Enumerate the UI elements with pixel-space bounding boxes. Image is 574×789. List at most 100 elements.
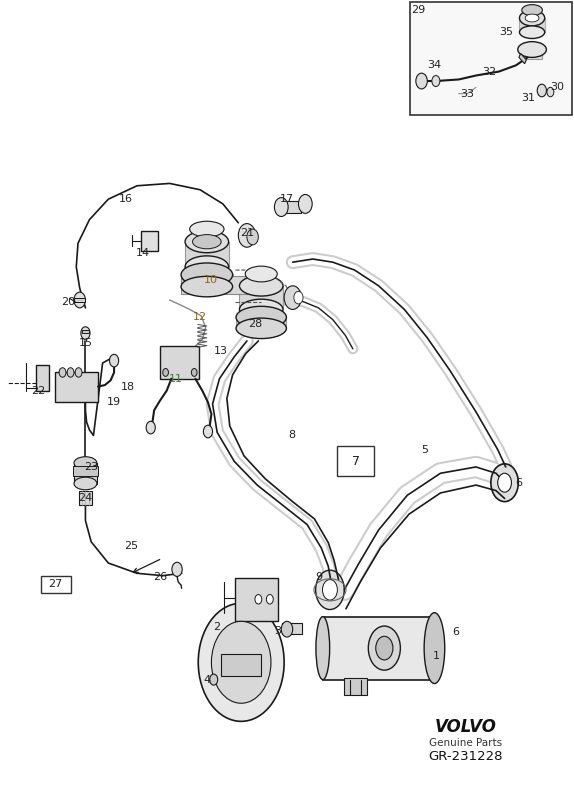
Text: 15: 15: [79, 338, 92, 348]
Bar: [519, 18, 545, 32]
Circle shape: [266, 595, 273, 604]
Ellipse shape: [519, 26, 545, 39]
Text: 21: 21: [240, 228, 254, 238]
Circle shape: [432, 76, 440, 87]
Ellipse shape: [239, 275, 283, 296]
Ellipse shape: [424, 613, 445, 683]
Polygon shape: [74, 298, 86, 302]
Bar: [41, 576, 71, 593]
Text: 4: 4: [203, 675, 211, 685]
Bar: [181, 276, 250, 294]
Text: 17: 17: [280, 194, 294, 204]
Text: 11: 11: [168, 374, 183, 383]
Text: 29: 29: [412, 6, 426, 15]
Text: 34: 34: [428, 60, 442, 70]
Circle shape: [316, 570, 344, 610]
Ellipse shape: [316, 617, 329, 679]
Text: 2: 2: [214, 622, 221, 632]
Bar: [282, 200, 301, 213]
Text: 25: 25: [124, 540, 138, 551]
Polygon shape: [82, 330, 90, 333]
Circle shape: [255, 595, 262, 604]
Polygon shape: [519, 54, 526, 64]
Circle shape: [294, 291, 303, 304]
Text: 20: 20: [61, 297, 75, 307]
Circle shape: [376, 636, 393, 660]
Circle shape: [281, 621, 293, 637]
Text: 9: 9: [315, 572, 322, 582]
Ellipse shape: [74, 457, 97, 469]
Bar: [141, 231, 158, 251]
Circle shape: [210, 674, 218, 685]
Bar: [235, 578, 278, 621]
Bar: [55, 372, 98, 402]
Circle shape: [203, 425, 212, 438]
Bar: [160, 346, 199, 379]
Bar: [36, 365, 49, 391]
Circle shape: [247, 229, 258, 245]
Bar: [221, 654, 261, 676]
Circle shape: [537, 84, 546, 97]
Circle shape: [81, 327, 90, 339]
Text: 7: 7: [352, 455, 360, 468]
Text: 22: 22: [31, 386, 45, 395]
Circle shape: [163, 368, 169, 376]
Circle shape: [416, 73, 427, 89]
Ellipse shape: [181, 263, 232, 286]
Circle shape: [67, 368, 74, 377]
Circle shape: [146, 421, 156, 434]
Text: 33: 33: [460, 88, 474, 99]
Ellipse shape: [245, 266, 277, 282]
Text: 27: 27: [49, 579, 63, 589]
Ellipse shape: [185, 256, 228, 278]
Circle shape: [110, 354, 119, 367]
Text: 23: 23: [84, 462, 98, 472]
Circle shape: [211, 621, 271, 703]
Bar: [185, 241, 228, 267]
Text: 24: 24: [78, 493, 92, 503]
Circle shape: [547, 88, 554, 97]
Ellipse shape: [525, 14, 539, 22]
Bar: [236, 316, 286, 328]
Bar: [73, 466, 98, 476]
Circle shape: [59, 368, 66, 377]
Circle shape: [198, 604, 284, 721]
Bar: [522, 50, 542, 59]
Text: 8: 8: [288, 431, 295, 440]
Circle shape: [74, 292, 86, 308]
Ellipse shape: [236, 306, 286, 328]
Bar: [74, 463, 97, 484]
Ellipse shape: [239, 299, 283, 320]
Circle shape: [238, 223, 255, 247]
Circle shape: [498, 473, 511, 492]
Text: 31: 31: [522, 93, 536, 103]
Bar: [79, 491, 92, 505]
Circle shape: [191, 368, 197, 376]
Text: 6: 6: [452, 627, 459, 638]
Text: 18: 18: [121, 382, 135, 391]
Circle shape: [284, 286, 301, 309]
Ellipse shape: [74, 477, 97, 490]
Text: 14: 14: [135, 248, 150, 258]
Text: 28: 28: [249, 319, 263, 328]
Ellipse shape: [518, 42, 546, 58]
Text: 3: 3: [274, 626, 281, 636]
Circle shape: [75, 368, 82, 377]
Circle shape: [369, 626, 401, 670]
Ellipse shape: [185, 230, 228, 252]
Bar: [181, 274, 232, 286]
Text: 32: 32: [482, 66, 496, 77]
Text: 13: 13: [214, 346, 228, 356]
Circle shape: [323, 580, 338, 600]
Ellipse shape: [236, 318, 286, 338]
Circle shape: [172, 563, 182, 577]
Circle shape: [491, 464, 518, 502]
Text: 1: 1: [432, 651, 439, 661]
Ellipse shape: [522, 5, 542, 16]
Bar: [337, 447, 374, 477]
Text: 5: 5: [421, 445, 428, 454]
Bar: [323, 617, 435, 679]
Text: GR-231228: GR-231228: [428, 750, 503, 763]
Text: 19: 19: [107, 398, 121, 407]
Text: Genuine Parts: Genuine Parts: [429, 738, 502, 748]
